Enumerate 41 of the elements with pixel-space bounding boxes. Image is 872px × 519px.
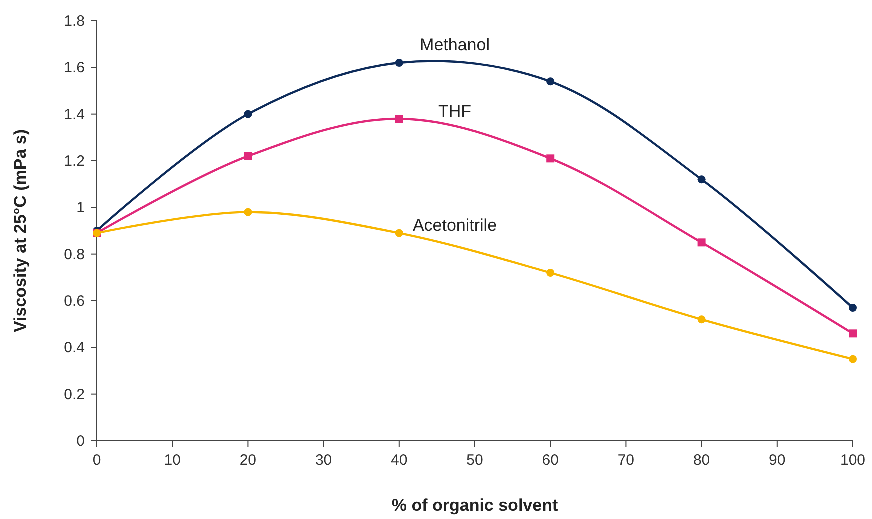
x-tick-label: 20 [240,452,257,469]
y-axis-title: Viscosity at 25°C (mPa s) [11,129,30,333]
y-tick-label: 1.4 [64,106,85,124]
series-label: Methanol [420,35,490,54]
y-tick-label: 0.6 [64,293,85,310]
point [698,316,706,324]
point [395,59,404,67]
x-tick-label: 30 [315,452,332,469]
point [849,330,857,338]
point [546,269,555,277]
point [244,152,252,160]
y-tick-label: 0.4 [64,340,85,357]
x-axis-title: % of organic solvent [392,496,558,515]
x-tick-label: 100 [840,452,866,469]
y-tick-label: 0 [76,433,85,450]
y-tick-label: 1.6 [64,60,85,77]
point [395,229,404,238]
point [698,176,706,184]
x-tick-label: 40 [391,452,408,469]
x-tick-label: 10 [164,452,181,469]
point [244,208,252,216]
y-tick-label: 1.2 [64,153,85,170]
y-tick-label: 1 [76,200,85,217]
y-tick-label: 0.8 [64,246,85,264]
y-tick-label: 0.2 [64,386,85,404]
point [395,115,404,123]
series-label: Acetonitrile [412,216,498,236]
point [849,304,857,312]
x-tick-label: 50 [466,452,484,469]
x-tick-label: 70 [618,452,635,469]
series-label: THF [438,102,472,121]
point [698,238,706,247]
point [849,355,857,364]
point [546,154,555,163]
y-tick-label: 1.8 [64,13,85,30]
x-tick-label: 60 [542,452,559,469]
x-tick-label: 0 [92,452,102,469]
x-tick-label: 90 [769,452,786,469]
point [244,110,252,118]
point [546,78,555,86]
x-tick-label: 80 [693,452,710,469]
